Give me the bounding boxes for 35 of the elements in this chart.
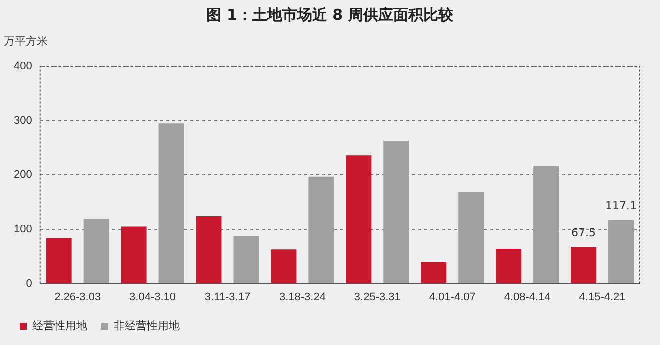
x-tick-label: 4.15-4.21 <box>579 291 626 304</box>
x-tick-label: 3.25-3.31 <box>354 291 401 304</box>
bar <box>608 220 634 284</box>
bar <box>496 249 522 284</box>
y-tick-label: 100 <box>14 224 32 236</box>
x-tick-label: 4.01-4.07 <box>429 291 476 304</box>
x-tick-label: 3.11-3.17 <box>204 291 251 304</box>
y-tick-label: 200 <box>14 169 32 182</box>
y-axis-title: 万平方米 <box>4 34 48 49</box>
data-label: 117.1 <box>606 200 638 213</box>
bar <box>271 250 297 284</box>
bar <box>121 226 147 284</box>
y-tick-label: 300 <box>14 114 32 127</box>
chart-title: 图 1：土地市场近 8 周供应面积比较 <box>206 5 454 26</box>
x-tick-label: 2.26-3.03 <box>54 291 102 304</box>
bar <box>421 262 447 284</box>
y-tick-label: 0 <box>26 278 32 290</box>
bar <box>158 124 184 284</box>
x-tick-label: 3.04-3.10 <box>130 291 176 304</box>
data-label: 67.5 <box>572 226 596 240</box>
bar <box>46 238 72 284</box>
bar <box>458 192 484 284</box>
bar <box>234 236 260 284</box>
bar <box>571 247 597 284</box>
x-tick-label: 4.08-4.14 <box>504 291 551 304</box>
legend-label: 经营性用地 <box>32 320 88 333</box>
bar <box>84 219 110 284</box>
bar <box>308 176 334 284</box>
bar <box>196 216 222 284</box>
x-tick-label: 3.18-3.24 <box>279 291 326 304</box>
bar <box>384 140 410 284</box>
bar <box>534 166 560 284</box>
y-tick-label: 400 <box>14 60 32 73</box>
bar <box>346 156 372 284</box>
legend-label: 非经营性用地 <box>114 320 180 333</box>
